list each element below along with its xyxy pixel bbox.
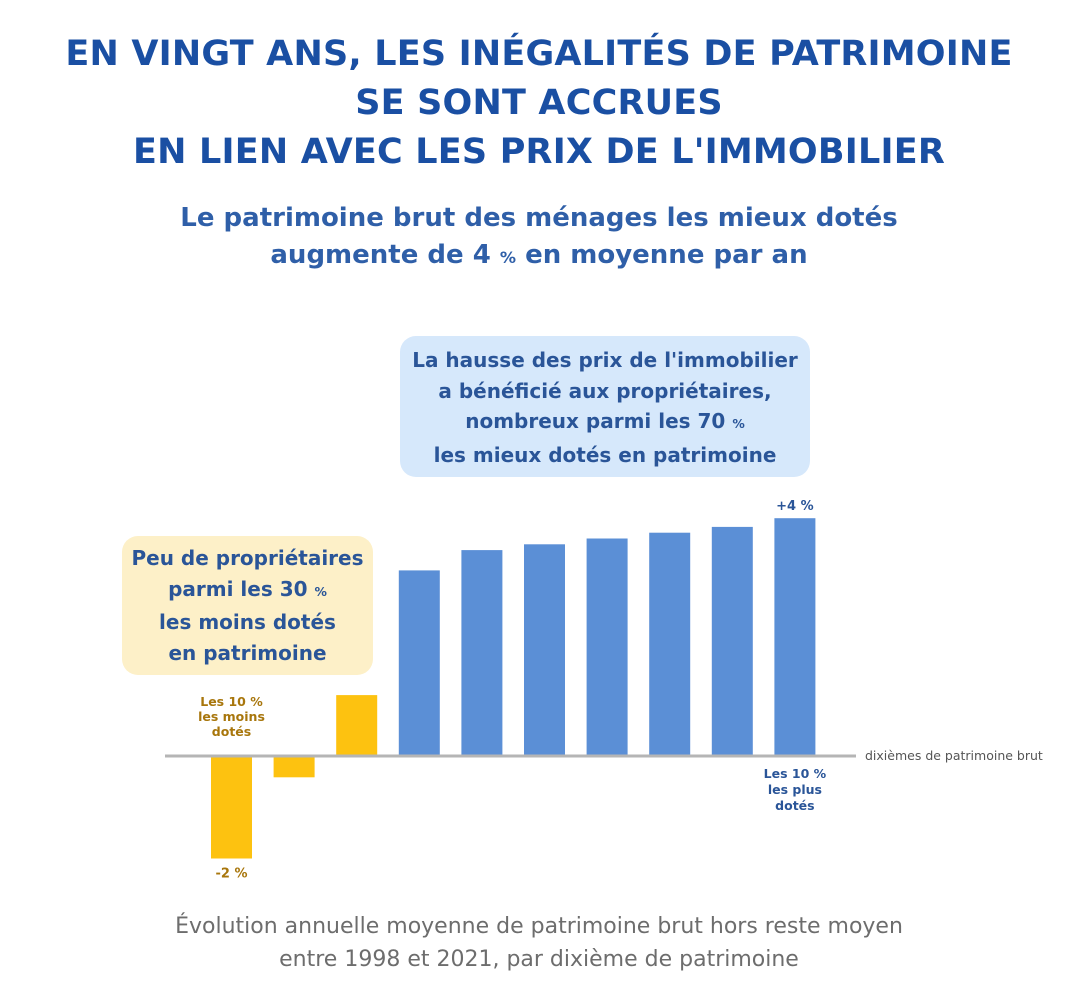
subtitle-line-2: augmente de 4 % en moyenne par an bbox=[0, 237, 1078, 276]
callout-left-line-3: les moins dotés bbox=[159, 610, 336, 634]
caption-line-2: entre 1998 et 2021, par dixième de patri… bbox=[279, 947, 799, 972]
callout-top-line-3-text: nombreux parmi les 70 bbox=[465, 409, 726, 433]
last-bar-label-line-1: Les 10 % bbox=[764, 766, 827, 781]
bar-d1 bbox=[211, 757, 252, 859]
max-value-label: +4 % bbox=[776, 499, 814, 514]
callout-top-line-3: nombreux parmi les 70 % bbox=[400, 406, 810, 440]
callout-left-line-2: parmi les 30 % bbox=[122, 574, 373, 608]
title-line-3: EN LIEN AVEC LES PRIX DE L'IMMOBILIER bbox=[133, 132, 945, 172]
caption-line-1: Évolution annuelle moyenne de patrimoine… bbox=[175, 914, 903, 939]
chart-subtitle: Le patrimoine brut des ménages les mieux… bbox=[0, 200, 1078, 276]
subtitle-line-2-start: augmente de 4 bbox=[270, 240, 491, 270]
bar-d2 bbox=[273, 757, 315, 778]
title-line-1: EN VINGT ANS, LES INÉGALITÉS DE PATRIMOI… bbox=[65, 34, 1013, 74]
callout-top-line-4: les mieux dotés en patrimoine bbox=[433, 442, 777, 467]
subtitle-line-2-end: en moyenne par an bbox=[516, 240, 808, 270]
title-line-2: SE SONT ACCRUES bbox=[355, 83, 723, 123]
callout-top-line-1: La hausse des prix de l'immobilier bbox=[412, 348, 798, 372]
bar-d4 bbox=[398, 570, 440, 756]
subtitle-line-1: Le patrimoine brut des ménages les mieux… bbox=[180, 203, 898, 233]
chart-title: EN VINGT ANS, LES INÉGALITÉS DE PATRIMOI… bbox=[0, 30, 1078, 177]
callout-homeowners-top: La hausse des prix de l'immobilier a bén… bbox=[400, 336, 810, 477]
chart-caption: Évolution annuelle moyenne de patrimoine… bbox=[0, 910, 1078, 976]
callout-left-line-2-text: parmi les 30 bbox=[168, 576, 308, 601]
last-bar-label-line-2: les plus bbox=[768, 782, 822, 797]
first-bar-label-line-3: dotés bbox=[212, 724, 251, 739]
bar-d9 bbox=[711, 526, 753, 756]
first-bar-label-line-2: les moins bbox=[198, 709, 265, 724]
first-bar-label-line-1: Les 10 % bbox=[200, 694, 263, 709]
bar-d5 bbox=[461, 550, 503, 756]
last-bar-label-line-3: dotés bbox=[775, 798, 814, 813]
x-axis-label: dixièmes de patrimoine brut bbox=[865, 748, 1043, 763]
bar-d10 bbox=[774, 518, 816, 756]
callout-top-percent-sign: % bbox=[732, 416, 745, 431]
bar-d7 bbox=[586, 538, 628, 756]
bar-d8 bbox=[649, 532, 691, 756]
subtitle-percent-sign: % bbox=[499, 248, 517, 267]
callout-top-line-2: a bénéficié aux propriétaires, bbox=[438, 378, 772, 403]
callout-left-line-4: en patrimoine bbox=[168, 640, 327, 665]
min-value-label: -2 % bbox=[216, 867, 248, 882]
bar-d3 bbox=[336, 695, 378, 756]
bar-d6 bbox=[524, 544, 565, 756]
callout-left-line-1: Peu de propriétaires bbox=[131, 546, 364, 570]
callout-few-owners-bottom: Peu de propriétaires parmi les 30 % les … bbox=[122, 536, 373, 675]
callout-left-percent-sign: % bbox=[314, 583, 327, 599]
